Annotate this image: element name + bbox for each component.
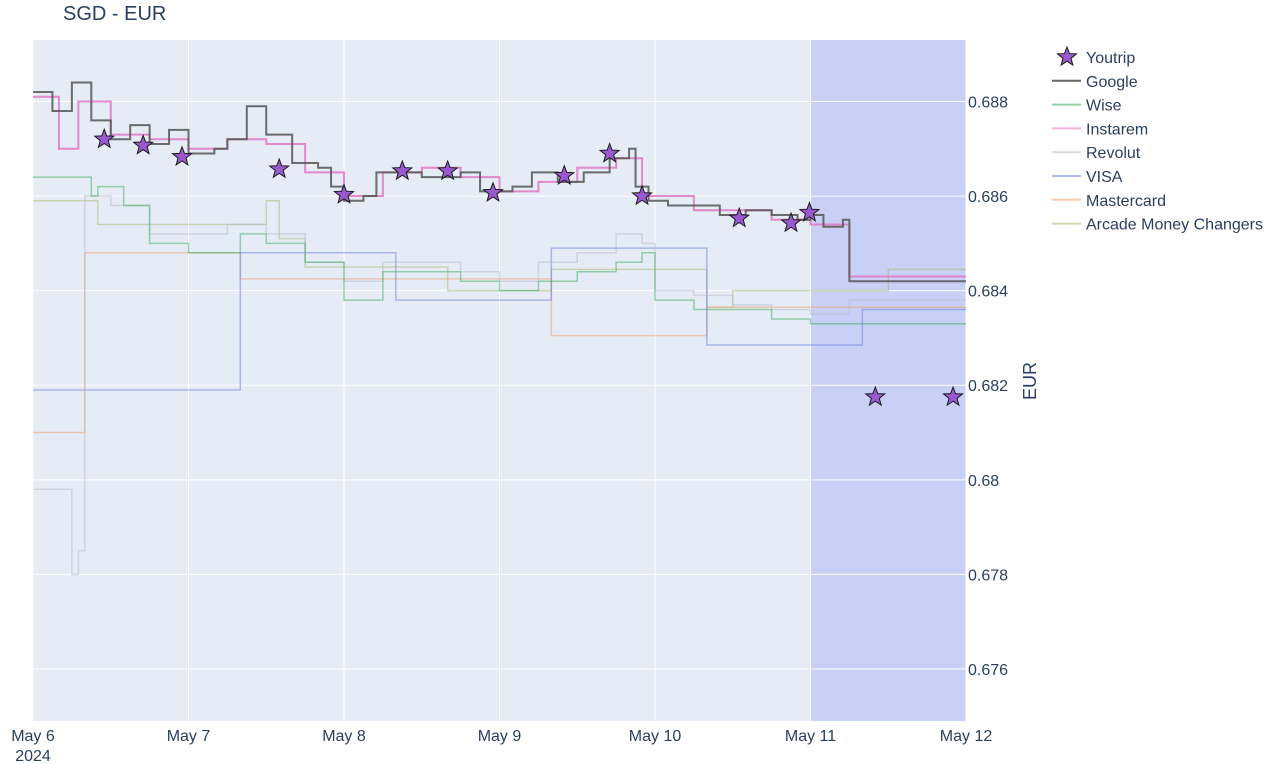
youtrip-star-point	[864, 385, 887, 407]
series-line-google	[33, 81, 966, 283]
series-line-wise	[33, 176, 966, 325]
x-tick-label: May 8	[322, 728, 366, 745]
legend-star-icon	[1056, 45, 1078, 67]
x-tick-label: May 6	[11, 728, 55, 745]
youtrip-star-point	[482, 181, 504, 202]
youtrip-star-point	[728, 206, 751, 228]
y-tick-label: 0.682	[968, 378, 1008, 395]
legend-label: Arcade Money Changers	[1086, 217, 1263, 234]
x-tick-label: May 12	[940, 728, 993, 745]
youtrip-star-point	[942, 385, 964, 407]
youtrip-star-point	[780, 211, 802, 233]
y-tick-label: 0.686	[968, 189, 1008, 206]
x-tick-label: May 7	[167, 728, 211, 745]
youtrip-star-point	[798, 201, 821, 222]
series-line-revolut	[33, 195, 966, 576]
y-tick-label: 0.676	[968, 662, 1008, 679]
y-axis-title: EUR	[1020, 362, 1040, 400]
x-tick-label: May 11	[785, 728, 836, 745]
legend: Youtrip Google Wise Instarem Revolut VISA Mast…	[1052, 45, 1263, 234]
x-tick-sublabel: 2024	[15, 748, 51, 764]
highlight-region	[810, 40, 966, 721]
legend-label: Instarem	[1086, 121, 1148, 138]
youtrip-star-point	[631, 184, 653, 206]
legend-label: Mastercard	[1086, 193, 1166, 210]
legend-label: VISA	[1086, 169, 1123, 186]
youtrip-star-point	[391, 159, 414, 181]
youtrip-star-point	[436, 159, 459, 181]
legend-label: Youtrip	[1086, 50, 1135, 67]
x-tick-label: May 10	[629, 728, 682, 745]
y-tick-label: 0.68	[968, 473, 999, 490]
y-tick-label: 0.678	[968, 567, 1008, 584]
youtrip-star-point	[598, 142, 621, 163]
y-tick-label: 0.688	[968, 94, 1008, 111]
plot-area	[32, 40, 967, 721]
y-tick-label: 0.684	[968, 284, 1008, 301]
youtrip-star-point	[93, 127, 116, 149]
series-line-visa	[33, 247, 966, 391]
legend-label: Revolut	[1086, 145, 1141, 162]
legend-label: Wise	[1086, 98, 1122, 115]
x-axis: May 6 2024 May 7 May 8 May 9 May 10 May 11 May …	[11, 728, 992, 764]
youtrip-star-point	[553, 164, 576, 185]
youtrip-star-point	[268, 157, 291, 179]
x-tick-label: May 9	[478, 728, 522, 745]
y-axis: 0.676 0.678 0.68 0.682 0.684 0.686 0.688	[968, 94, 1008, 679]
youtrip-star-point	[171, 145, 193, 167]
chart-title: SGD - EUR	[63, 3, 166, 25]
youtrip-star-point	[333, 183, 355, 204]
legend-label: Google	[1086, 74, 1138, 91]
youtrip-star-point	[132, 134, 155, 155]
